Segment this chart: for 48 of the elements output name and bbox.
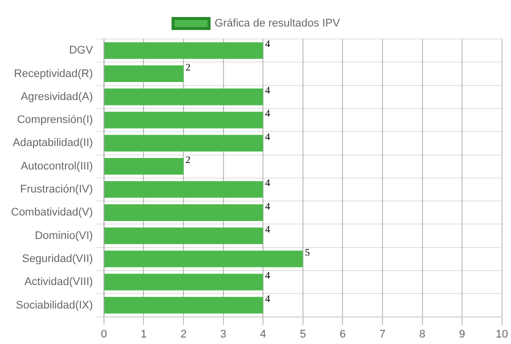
bar: [104, 88, 264, 106]
x-tick-label: 10: [496, 328, 508, 340]
y-tick-label: Autocontrol(III): [20, 160, 93, 172]
bar: [104, 112, 264, 128]
bar: [104, 250, 303, 268]
y-tick-label: Actividad(VIII): [24, 276, 93, 288]
y-tick-label: Agresividad(A): [20, 90, 93, 103]
bar: [104, 65, 184, 82]
data-label: 2: [186, 62, 191, 74]
x-tick-label: 6: [340, 328, 346, 340]
data-label: 4: [265, 294, 270, 305]
y-tick-label: Receptividad(R): [14, 68, 93, 80]
x-tick-label: 9: [459, 328, 466, 340]
x-tick-label: 3: [220, 328, 226, 340]
y-tick-label: Frustración(IV): [20, 184, 93, 196]
x-tick-label: 2: [180, 328, 187, 340]
data-label: 4: [265, 201, 270, 212]
bar: [104, 181, 264, 198]
bar: [104, 158, 184, 175]
y-tick-label: Seguridad(VII): [22, 252, 93, 265]
bar: [104, 296, 264, 314]
data-label: 2: [186, 154, 191, 166]
y-tick-label: Sociabilidad(IX): [16, 299, 93, 312]
data-label: 4: [265, 270, 270, 282]
bar: [104, 274, 264, 290]
legend-label: Gráfica de resultados IPV: [214, 18, 341, 30]
y-tick-label: Adaptabilidad(II): [12, 137, 93, 150]
y-tick-label: Comprensión(I): [17, 114, 93, 126]
data-label: 4: [265, 108, 270, 120]
bar: [104, 134, 264, 152]
data-label: 4: [265, 86, 270, 96]
data-label: 4: [265, 39, 270, 50]
x-tick-label: 7: [379, 328, 386, 340]
y-tick-label: Dominio(VI): [34, 230, 93, 242]
y-tick-label: DGV: [69, 44, 94, 57]
data-label: 4: [265, 178, 270, 190]
x-tick-label: 4: [260, 328, 266, 340]
x-tick-label: 8: [419, 328, 426, 340]
data-label: 4: [265, 132, 270, 143]
bar: [104, 227, 264, 244]
y-tick-label: Combatividad(V): [11, 206, 93, 219]
data-label: 4: [265, 224, 270, 236]
x-tick-label: 5: [300, 328, 306, 340]
data-label: 5: [304, 248, 310, 259]
bar: [104, 42, 264, 59]
bar: [104, 204, 264, 221]
x-tick-label: 1: [140, 328, 147, 340]
x-tick-label: 0: [100, 328, 107, 340]
